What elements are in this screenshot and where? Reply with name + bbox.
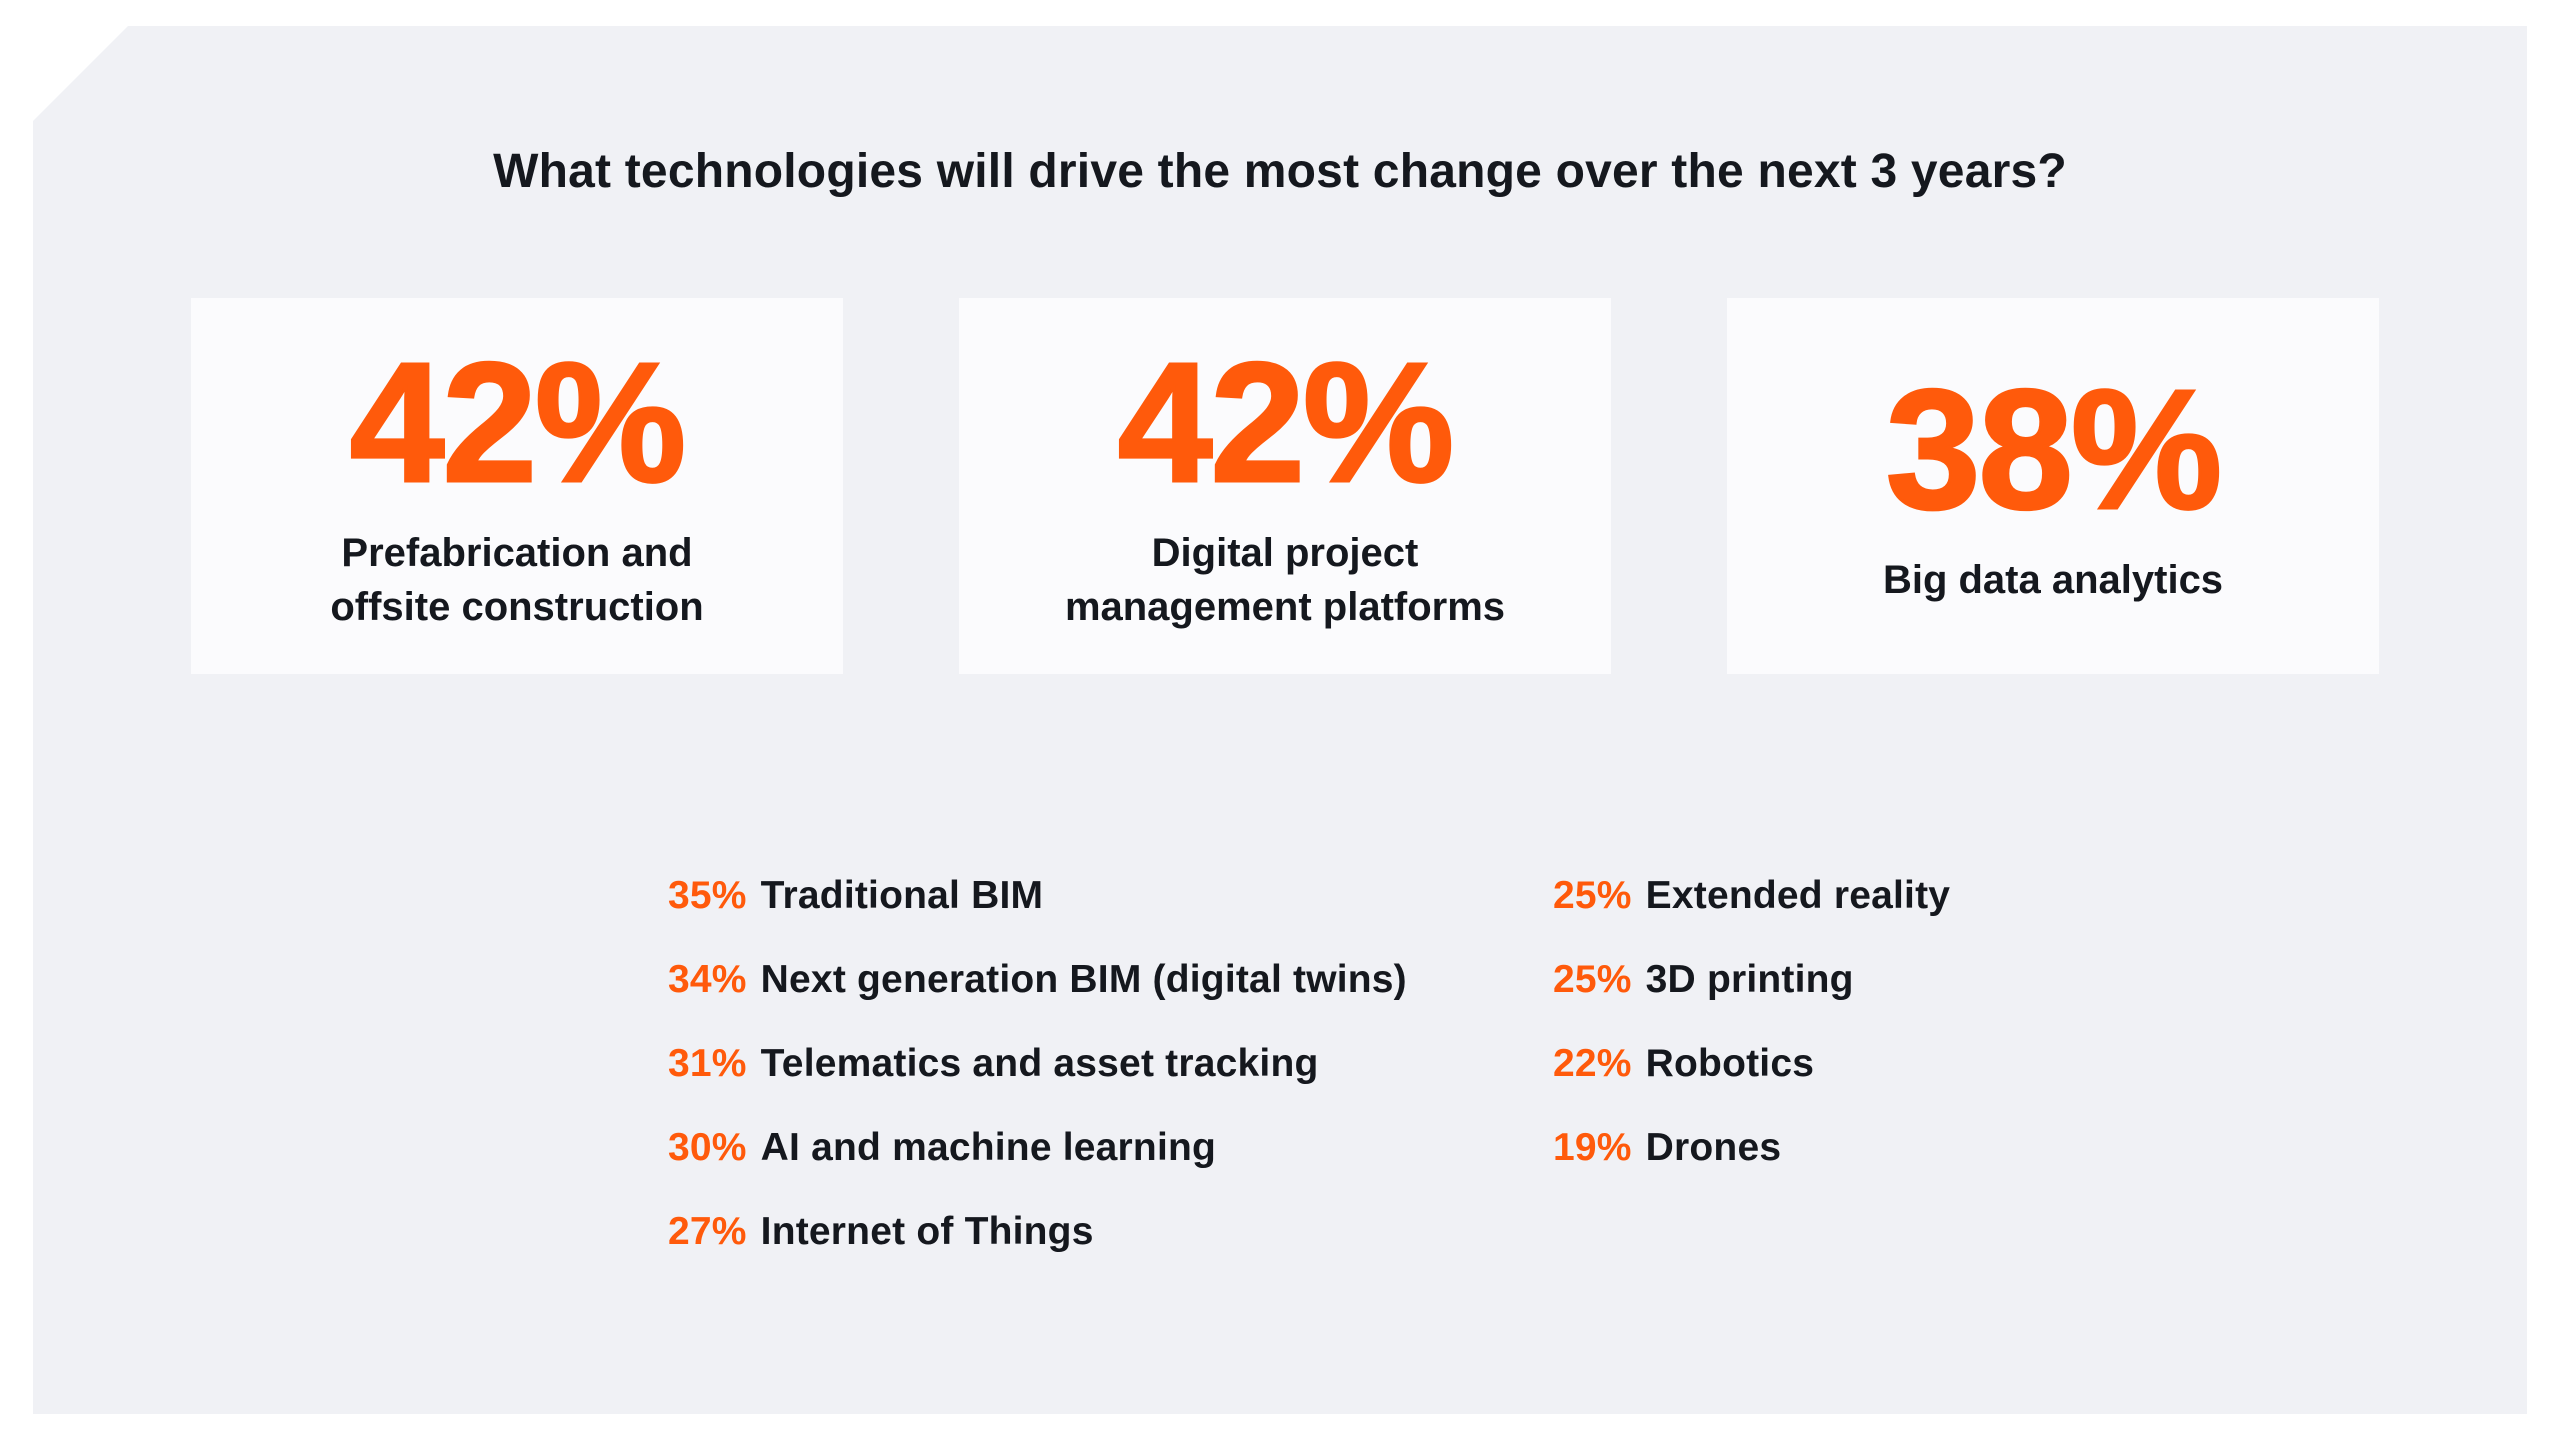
percent-value: 30% xyxy=(668,1126,747,1169)
percent-value: 31% xyxy=(668,1042,747,1085)
item-label: AI and machine learning xyxy=(760,1126,1217,1169)
stat-value: 38% xyxy=(1884,355,2223,545)
item-label: Internet of Things xyxy=(760,1210,1094,1253)
stat-label: Big data analytics xyxy=(1882,558,2224,602)
list-item: 35% Traditional BIM xyxy=(668,854,1407,938)
stat-card-prefabrication: 42% Prefabrication and offsite construct… xyxy=(191,298,843,674)
highlight-cards: 42% Prefabrication and offsite construct… xyxy=(191,298,2379,674)
percent-value: 25% xyxy=(1553,874,1632,917)
item-label: Extended reality xyxy=(1645,874,1951,917)
percent-value: 34% xyxy=(668,958,747,1001)
list-item: 25% Extended reality xyxy=(1553,854,1950,938)
stat-label: Digital project management platforms xyxy=(1064,531,1506,629)
percent-value: 35% xyxy=(668,874,747,917)
list-item: 19% Drones xyxy=(1553,1106,1950,1190)
stat-value: 42% xyxy=(1116,328,1455,518)
item-label: Traditional BIM xyxy=(760,874,1044,917)
infographic-panel: What technologies will drive the most ch… xyxy=(33,26,2527,1414)
percent-value: 19% xyxy=(1553,1126,1632,1169)
percent-value: 22% xyxy=(1553,1042,1632,1085)
technology-list-right: 25% Extended reality 25% 3D printing 22%… xyxy=(1553,854,1950,1190)
item-label: Drones xyxy=(1645,1126,1782,1169)
stat-value: 42% xyxy=(348,328,687,518)
item-label: Next generation BIM (digital twins) xyxy=(760,958,1407,1001)
percent-value: 25% xyxy=(1553,958,1632,1001)
stat-label: Prefabrication and offsite construction xyxy=(330,531,704,629)
list-item: 25% 3D printing xyxy=(1553,938,1950,1022)
percent-value: 27% xyxy=(668,1210,747,1253)
item-label: Robotics xyxy=(1645,1042,1815,1085)
list-item: 30% AI and machine learning xyxy=(668,1106,1407,1190)
list-item: 22% Robotics xyxy=(1553,1022,1950,1106)
list-item: 27% Internet of Things xyxy=(668,1190,1407,1274)
item-label: 3D printing xyxy=(1645,958,1854,1001)
list-item: 31% Telematics and asset tracking xyxy=(668,1022,1407,1106)
stat-card-big-data-analytics: 38% Big data analytics xyxy=(1727,298,2379,674)
page-title: What technologies will drive the most ch… xyxy=(493,145,2067,198)
list-item: 34% Next generation BIM (digital twins) xyxy=(668,938,1407,1022)
technology-list-left: 35% Traditional BIM 34% Next generation … xyxy=(668,854,1407,1274)
stat-card-digital-project-management: 42% Digital project management platforms xyxy=(959,298,1611,674)
item-label: Telematics and asset tracking xyxy=(760,1042,1319,1085)
